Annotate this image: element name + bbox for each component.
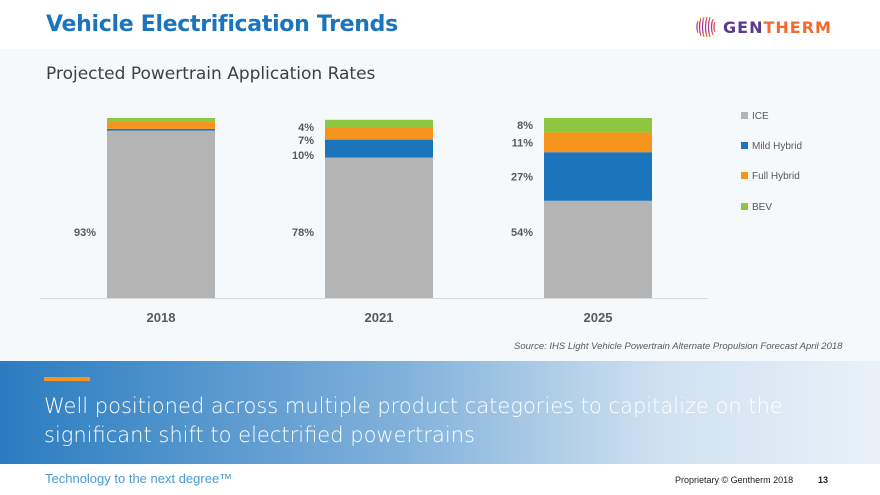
key-message: Well positioned across multiple product … — [44, 394, 783, 447]
data-label-mild-hybrid-2025: 27% — [511, 172, 533, 184]
bar-full-hybrid-2021 — [325, 127, 433, 140]
legend-swatch-mild-hybrid — [741, 142, 748, 149]
gentherm-globe-icon — [696, 16, 716, 38]
x-tick-label-2018: 2018 — [147, 310, 176, 325]
bar-bev-2025 — [544, 118, 652, 133]
footer-proprietary: Proprietary © Gentherm 2018 — [675, 475, 794, 485]
bar-ice-2021 — [325, 157, 433, 298]
bar-bev-2021 — [325, 119, 433, 127]
data-label-full-hybrid-2025: 11% — [512, 137, 534, 149]
accent-bar — [44, 377, 90, 381]
stacked-bar-chart: 93% 2018 78% 10% 7%4% 2021 54% 27% 11% 8% 2025 ICE M… — [40, 111, 802, 325]
legend-swatch-bev — [741, 203, 748, 210]
logo-text-therm: THERM — [763, 17, 832, 37]
legend-label-ice: ICE — [752, 111, 769, 122]
footer-tagline: Technology to the next degree™ — [45, 471, 233, 486]
data-label-ice-2025: 54% — [511, 227, 533, 239]
bar-full-hybrid-2025 — [544, 132, 652, 153]
data-label-bev-2021: 4% — [298, 122, 314, 134]
bar-bev-2018 — [107, 118, 215, 122]
x-tick-label-2025: 2025 — [584, 310, 613, 325]
bar-mild-hybrid-2025 — [544, 152, 652, 201]
bar-mild-hybrid-2018 — [107, 128, 215, 131]
gentherm-logo: GENTHERM — [695, 13, 832, 41]
data-label-mild-hybrid-2021: 10% — [292, 150, 314, 162]
legend-swatch-ice — [741, 112, 748, 119]
legend-label-mild-hybrid: Mild Hybrid — [752, 141, 802, 152]
bar-mild-hybrid-2021 — [325, 139, 433, 158]
bar-full-hybrid-2018 — [107, 121, 215, 129]
bar-ice-2025 — [544, 200, 652, 298]
data-label-ice-2018: 93% — [74, 227, 96, 239]
slide-title: Vehicle Electrification Trends — [46, 12, 398, 37]
source-note: Source: IHS Light Vehicle Powertrain Alt… — [514, 341, 843, 352]
bar-ice-2018 — [107, 130, 215, 298]
data-label-bev-2025: 8% — [517, 120, 533, 132]
logo-text-gen: GEN — [723, 17, 764, 37]
data-label-full-hybrid-2021: 7% — [298, 135, 314, 147]
key-message-banner: Well positioned across multiple product … — [0, 361, 880, 464]
chart-subtitle: Projected Powertrain Application Rates — [46, 64, 376, 84]
legend-swatch-full-hybrid — [741, 172, 748, 179]
legend-label-full-hybrid: Full Hybrid — [752, 171, 800, 182]
x-tick-label-2021: 2021 — [365, 310, 394, 325]
page-number: 13 — [818, 475, 829, 485]
data-label-ice-2021: 78% — [292, 227, 314, 239]
legend-label-bev: BEV — [752, 202, 772, 213]
